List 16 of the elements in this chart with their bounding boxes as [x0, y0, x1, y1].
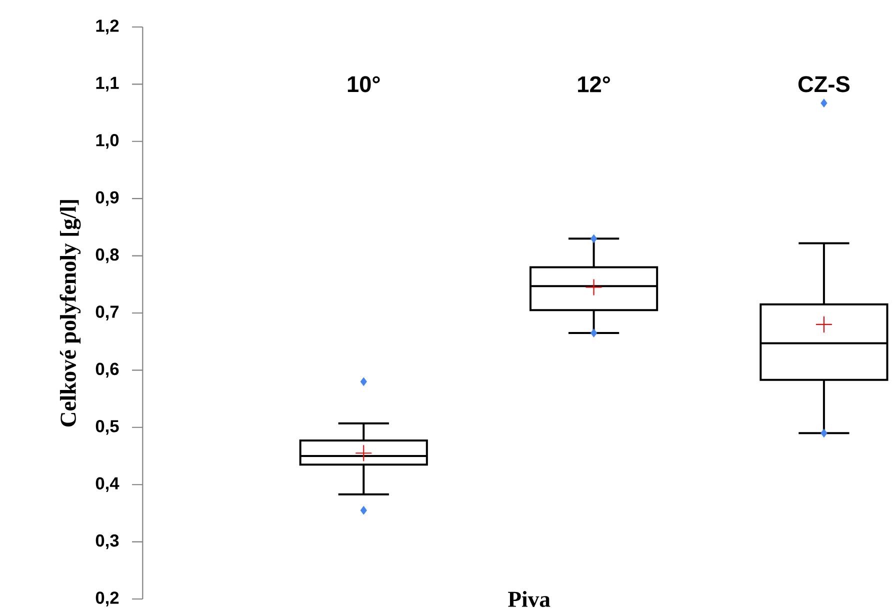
x-tick-label: CZ-S: [798, 76, 850, 92]
y-axis-title: Celkové polyfenoly [g/l]: [60, 200, 81, 426]
y-tick-label: 1,0: [96, 134, 119, 149]
y-tick-label: 1,1: [96, 76, 119, 92]
x-tick-label: 10°: [348, 76, 380, 92]
x-axis-title: Piva: [508, 591, 550, 607]
y-tick-label: 0,6: [96, 362, 119, 378]
y-tick-label: 0,2: [96, 592, 119, 606]
y-tick-label: 0,4: [96, 477, 120, 492]
y-tick-label: 0,9: [96, 191, 119, 206]
y-tick-label: 0,8: [96, 248, 119, 264]
y-tick-label: 0,3: [96, 534, 119, 550]
y-tick-label: 1,2: [96, 20, 119, 34]
y-tick-label: 0,5: [96, 420, 119, 435]
x-tick-label: 12°: [578, 76, 610, 92]
y-tick-label: 0,7: [96, 306, 119, 320]
